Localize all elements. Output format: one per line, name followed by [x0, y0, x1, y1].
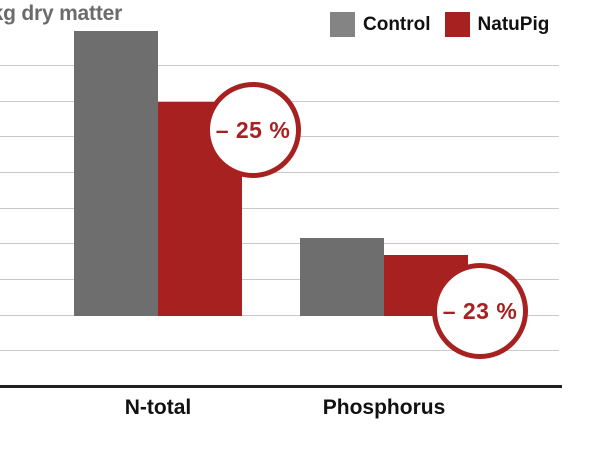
gridline — [0, 350, 559, 352]
legend-label-natupig: NatuPig — [477, 13, 550, 35]
gridline — [0, 243, 559, 245]
gridline — [0, 279, 559, 280]
annotation-bubble-23-percent: – 23 % — [432, 263, 528, 359]
bar-n-total-control[interactable] — [74, 30, 158, 316]
category-label-phosphorus: Phosphorus — [322, 396, 446, 419]
bars-layer — [74, 30, 468, 316]
x-axis-line — [0, 385, 562, 388]
chart-legend: Control NatuPig — [330, 12, 549, 37]
gridline — [0, 207, 559, 209]
category-label-n-total: N-total — [124, 396, 192, 419]
legend-label-control: Control — [363, 13, 431, 35]
gridline — [0, 314, 559, 316]
bar-phosphorus-control[interactable] — [300, 237, 384, 316]
legend-swatch-natupig-icon — [444, 12, 470, 37]
legend-item-natupig[interactable]: NatuPig — [444, 12, 550, 37]
legend-item-control[interactable]: Control — [330, 12, 431, 37]
annotation-bubble-25-percent: – 25 % — [205, 82, 301, 178]
legend-swatch-control-icon — [330, 12, 355, 37]
gridline — [0, 172, 559, 173]
chart-title: /kg dry matter — [0, 2, 123, 25]
gridline — [0, 65, 559, 66]
annotation-text-25-percent: – 25 % — [215, 116, 291, 143]
annotation-text-23-percent: – 23 % — [442, 297, 518, 324]
